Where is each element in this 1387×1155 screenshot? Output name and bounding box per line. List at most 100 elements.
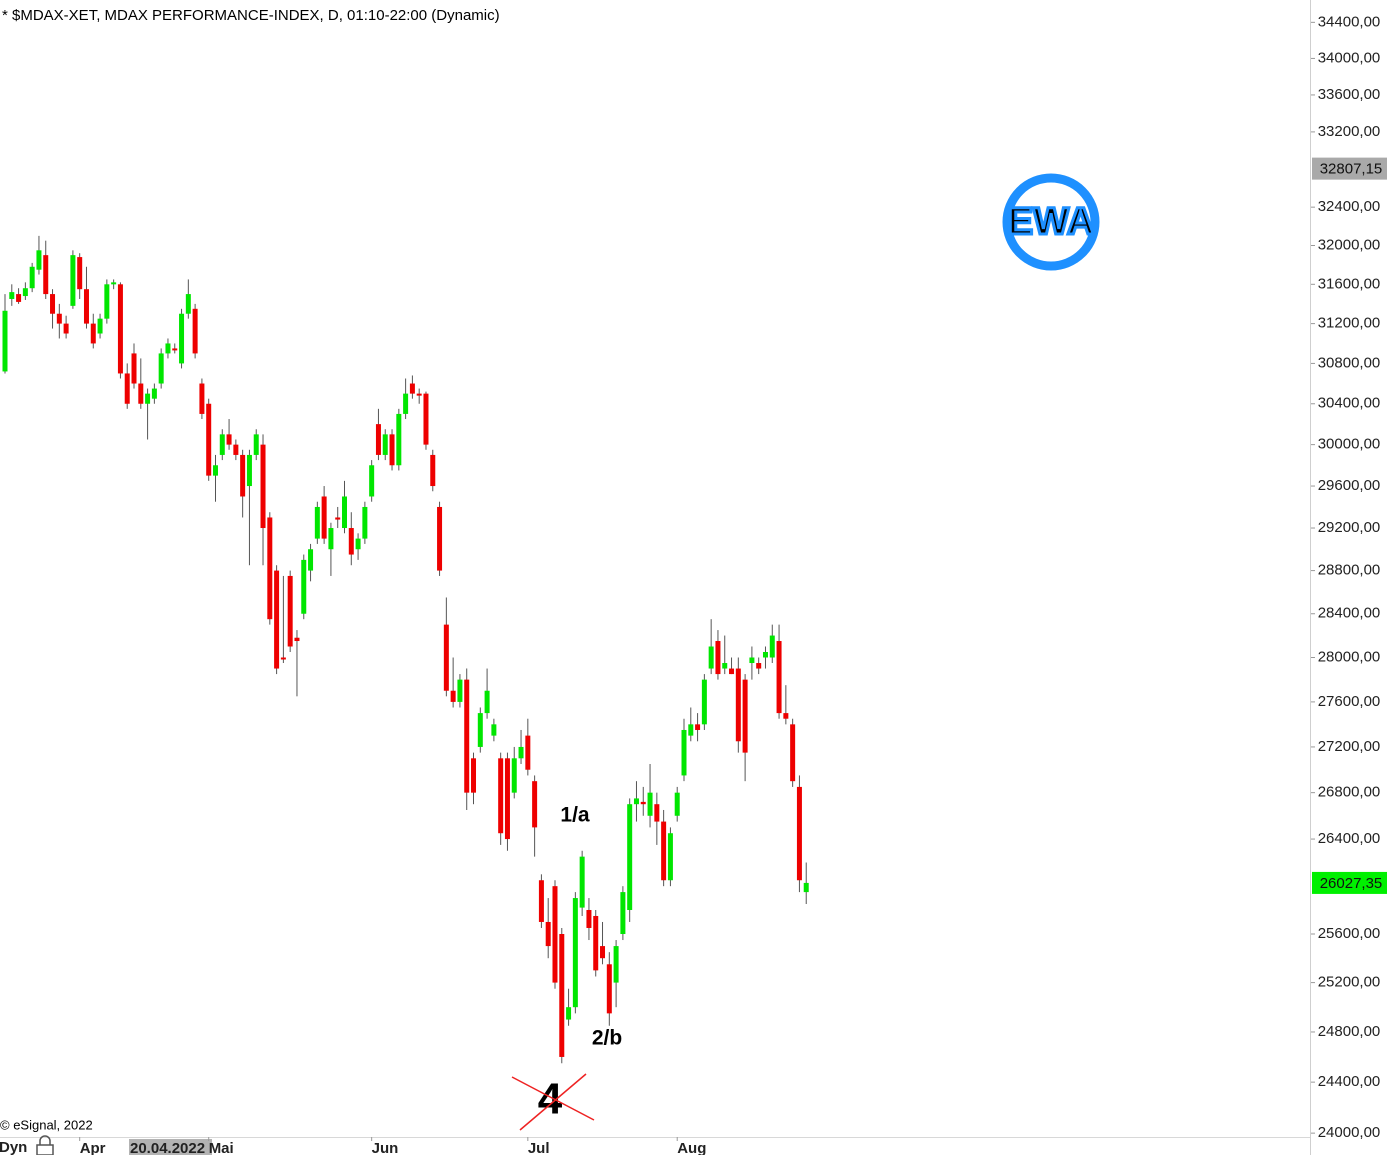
candle-body — [185, 294, 191, 314]
candle-body — [117, 284, 123, 374]
y-tick-label: 30000,00 — [1318, 436, 1381, 453]
candle-body — [532, 781, 538, 828]
candle-body — [206, 403, 212, 476]
candle-body — [9, 292, 15, 299]
candle-body — [416, 393, 422, 396]
candle-body — [769, 635, 775, 658]
candle-body — [192, 308, 198, 354]
candle-body — [294, 637, 300, 642]
price-marker-label: 26027,35 — [1320, 875, 1383, 892]
candle-body — [179, 313, 185, 364]
candle-body — [796, 786, 802, 881]
price-marker-label: 32807,15 — [1320, 161, 1383, 178]
candle-body — [355, 538, 361, 550]
candle-body — [593, 915, 599, 971]
candle-body — [715, 641, 721, 675]
candle-body — [545, 921, 551, 947]
candle-body — [158, 353, 164, 384]
candle-body — [511, 758, 517, 793]
candle-body — [104, 284, 110, 319]
candle-body — [253, 434, 259, 455]
x-tick-label: Apr — [80, 1140, 106, 1155]
candle-body — [606, 964, 612, 1014]
candle-body — [165, 343, 171, 354]
candle-body — [131, 353, 137, 384]
candle-body — [464, 679, 470, 793]
cursor-date-box — [129, 1139, 212, 1155]
candle-body — [111, 282, 117, 285]
candle-body — [287, 575, 293, 647]
y-tick-label: 31200,00 — [1318, 315, 1381, 332]
candle-body — [681, 729, 687, 776]
candle-body — [600, 946, 606, 959]
candle-body — [212, 465, 218, 476]
y-tick-label: 24800,00 — [1318, 1023, 1381, 1040]
candle-body — [722, 663, 728, 669]
y-tick-label: 29600,00 — [1318, 477, 1381, 494]
candle-body — [409, 383, 415, 394]
candle-body — [423, 393, 429, 445]
cancel-cross — [511, 1073, 595, 1131]
copyright: © eSignal, 2022 — [0, 1117, 93, 1132]
y-tick-label: 25200,00 — [1318, 974, 1381, 991]
candle-body — [667, 833, 673, 881]
y-tick-label: 27600,00 — [1318, 693, 1381, 710]
y-tick-label: 27200,00 — [1318, 738, 1381, 755]
candle-body — [199, 383, 205, 414]
candle-body — [688, 724, 694, 736]
candle-body — [695, 724, 701, 730]
candle-body — [586, 909, 592, 928]
candle-body — [138, 383, 144, 404]
candle-body — [172, 348, 178, 351]
candle-body — [301, 559, 307, 614]
candle-body — [321, 496, 327, 539]
candle-body — [63, 323, 69, 334]
x-tick-label: Jul — [528, 1140, 550, 1155]
y-tick-label: 25600,00 — [1318, 925, 1381, 942]
candle-body — [124, 373, 130, 404]
candle-body — [471, 758, 477, 793]
candle-body — [267, 517, 273, 620]
wave-label: 1/a — [560, 804, 590, 827]
interval-label: Dyn — [0, 1139, 27, 1155]
candle-body — [749, 657, 755, 664]
price-marker — [1312, 157, 1387, 180]
candle-body — [308, 549, 314, 571]
candle-body — [450, 690, 456, 702]
candle-body — [776, 641, 782, 714]
y-tick-label: 26800,00 — [1318, 784, 1381, 801]
candle-body — [389, 434, 395, 466]
cursor-date-label: 20.04.2022 — [130, 1140, 205, 1155]
candle-body — [661, 821, 667, 881]
candle-body — [348, 528, 354, 555]
candle-body — [43, 255, 49, 295]
y-tick-label: 28400,00 — [1318, 605, 1381, 622]
candle-body — [783, 713, 789, 719]
candle-body — [260, 444, 266, 529]
candle-body — [654, 804, 660, 822]
candle-body — [280, 657, 286, 660]
logo-ring — [1002, 173, 1100, 271]
x-tick-label: Aug — [677, 1140, 706, 1155]
candle-body — [369, 465, 375, 497]
candle-body — [756, 663, 762, 669]
candle-body — [566, 1007, 572, 1020]
y-tick-label: 30400,00 — [1318, 395, 1381, 412]
candle-body — [328, 528, 334, 550]
candle-body — [443, 624, 449, 691]
candle-body — [240, 454, 246, 497]
candle-body — [233, 444, 239, 455]
candle-body — [498, 758, 504, 834]
candle-body — [77, 257, 83, 290]
candle-body — [538, 880, 544, 922]
candle-body — [525, 735, 531, 770]
x-tick-label: Mai — [209, 1140, 234, 1155]
candle-body — [708, 646, 714, 669]
y-tick-label: 29200,00 — [1318, 519, 1381, 536]
candle-body — [762, 651, 768, 658]
candle-body — [70, 255, 76, 306]
y-tick-label: 33600,00 — [1318, 86, 1381, 103]
candle-body — [335, 517, 341, 520]
y-tick-label: 28800,00 — [1318, 562, 1381, 579]
y-tick-label: 31600,00 — [1318, 275, 1381, 292]
